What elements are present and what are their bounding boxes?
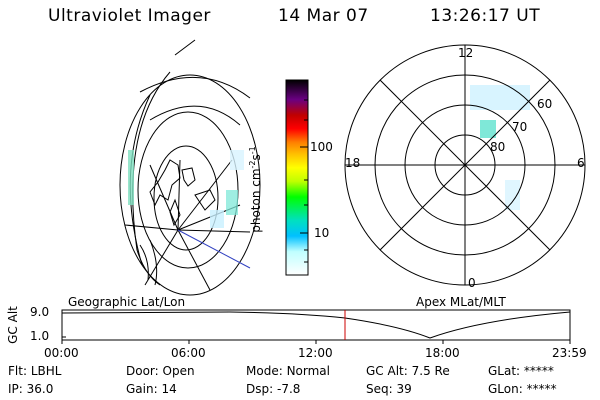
colorbar-tick-10: 10 bbox=[314, 226, 330, 240]
mlt-label-6: 6 bbox=[577, 156, 585, 170]
mlt-label-0: 0 bbox=[468, 276, 476, 290]
info-glat: GLat: ***** bbox=[488, 364, 554, 378]
alt-tick-1: 1.0 bbox=[30, 329, 50, 343]
polar-plot bbox=[344, 44, 586, 286]
lat-label-80: 80 bbox=[490, 140, 506, 154]
info-ip: IP: 36.0 bbox=[8, 382, 54, 396]
info-seq: Seq: 39 bbox=[366, 382, 412, 396]
time-tick-1200: 12:00 bbox=[298, 346, 333, 360]
info-flt: Flt: LBHL bbox=[8, 364, 62, 378]
info-door: Door: Open bbox=[126, 364, 195, 378]
time-tick-0000: 00:00 bbox=[44, 346, 79, 360]
time-tick-2359: 23:59 bbox=[552, 346, 587, 360]
apex-panel-label: Apex MLat/MLT bbox=[416, 295, 506, 309]
lat-label-70: 70 bbox=[512, 120, 528, 134]
info-dsp: Dsp: -7.8 bbox=[246, 382, 301, 396]
date-label: 14 Mar 07 bbox=[278, 6, 369, 26]
time-tick-1800: 18:00 bbox=[425, 346, 460, 360]
lat-label-60: 60 bbox=[537, 97, 553, 111]
alt-tick-9: 9.0 bbox=[30, 305, 50, 319]
geographic-map bbox=[119, 39, 261, 296]
time-tick-0600: 06:00 bbox=[171, 346, 206, 360]
altitude-plot bbox=[61, 309, 571, 344]
instrument-title: Ultraviolet Imager bbox=[48, 6, 211, 26]
colorbar bbox=[285, 79, 309, 276]
info-gc-alt: GC Alt: 7.5 Re bbox=[366, 364, 450, 378]
time-label: 13:26:17 UT bbox=[430, 6, 541, 26]
mlt-label-12: 12 bbox=[458, 46, 474, 60]
info-mode: Mode: Normal bbox=[246, 364, 330, 378]
mlt-label-18: 18 bbox=[345, 156, 361, 170]
info-gain: Gain: 14 bbox=[126, 382, 177, 396]
alt-axis-label: GC Alt bbox=[5, 306, 20, 344]
colorbar-label: photon cm-2s-1 bbox=[247, 146, 263, 233]
geographic-panel-label: Geographic Lat/Lon bbox=[68, 295, 186, 309]
info-glon: GLon: ***** bbox=[488, 382, 557, 396]
colorbar-tick-100: 100 bbox=[310, 140, 333, 154]
